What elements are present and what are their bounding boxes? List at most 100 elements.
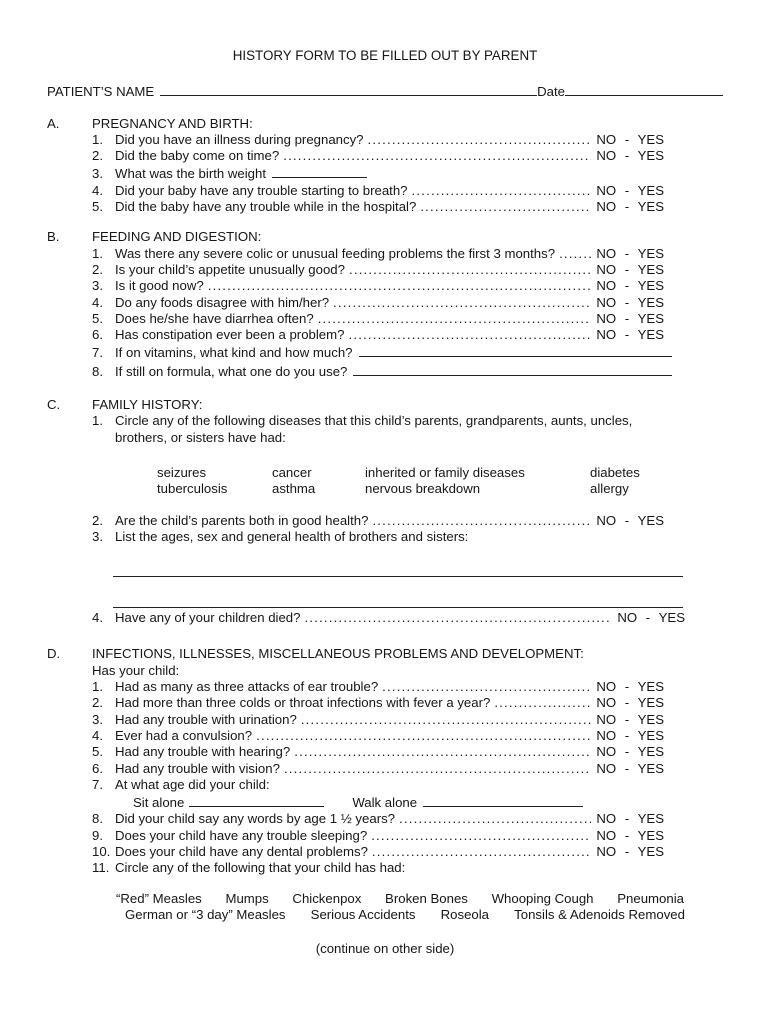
section-a-letter: A. — [47, 115, 60, 131]
no-yes-answer[interactable]: NO - YES — [596, 261, 664, 277]
disease-option[interactable]: asthma — [272, 481, 316, 497]
question-text: Circle any of the following that your ch… — [115, 860, 406, 876]
sit-alone-blank[interactable] — [189, 793, 325, 808]
no-yes-answer[interactable]: NO - YES — [596, 278, 664, 294]
section-a-items: 1. Did you have an illness during pregna… — [92, 132, 770, 215]
siblings-blank-line-1[interactable] — [113, 576, 683, 578]
disease-option[interactable]: inherited or family diseases — [365, 464, 525, 480]
illness-option[interactable]: Roseola — [440, 906, 490, 922]
dotted-leader — [412, 183, 592, 199]
question-number: 3. — [92, 711, 103, 727]
question-number: 4. — [92, 727, 103, 743]
sit-alone-label: Sit alone — [133, 795, 185, 811]
no-yes-answer[interactable]: NO - YES — [596, 131, 664, 147]
question-text: Is your child’s appetite unusually good? — [115, 261, 345, 277]
dotted-leader — [349, 262, 591, 278]
question-a5: 5. Did the baby have any trouble while i… — [92, 199, 664, 215]
no-yes-answer[interactable]: NO - YES — [596, 327, 664, 343]
illness-option[interactable]: Pneumonia — [617, 890, 684, 906]
question-number: 1. — [92, 413, 103, 429]
no-yes-answer[interactable]: NO - YES — [596, 310, 664, 326]
question-number: 5. — [92, 744, 103, 760]
continue-note: (continue on other side) — [315, 941, 455, 957]
date-blank[interactable] — [565, 82, 723, 97]
no-yes-answer[interactable]: NO - YES — [596, 811, 664, 827]
question-a1: 1. Did you have an illness during pregna… — [92, 132, 664, 148]
no-yes-answer[interactable]: NO - YES — [596, 760, 664, 776]
question-number: 6. — [92, 760, 103, 776]
dotted-leader — [372, 844, 591, 860]
question-text: At what age did your child: — [115, 776, 270, 792]
disease-option[interactable]: allergy — [590, 481, 629, 497]
birth-weight-blank[interactable] — [272, 164, 367, 179]
siblings-blank-line-2[interactable] — [113, 607, 683, 609]
question-number: 2. — [92, 512, 103, 528]
question-number: 4. — [92, 610, 103, 626]
question-b5: 5. Does he/she have diarrhea often? NO -… — [92, 311, 664, 327]
form-title: HISTORY FORM TO BE FILLED OUT BY PARENT — [232, 48, 538, 63]
illness-option[interactable]: Mumps — [225, 890, 269, 906]
question-number: 6. — [92, 327, 103, 343]
question-d11: 11. Circle any of the following that you… — [92, 860, 664, 876]
question-b2: 2. Is your child’s appetite unusually go… — [92, 262, 664, 278]
question-number: 7. — [92, 776, 103, 792]
illness-option[interactable]: Broken Bones — [385, 890, 468, 906]
dotted-leader — [318, 311, 592, 327]
disease-option[interactable]: cancer — [272, 464, 312, 480]
no-yes-answer[interactable]: NO - YES — [596, 744, 664, 760]
question-d9: 9. Does your child have any trouble slee… — [92, 828, 664, 844]
section-d-heading-row: D. INFECTIONS, ILLNESSES, MISCELLANEOUS … — [47, 646, 770, 662]
walk-alone-blank[interactable] — [423, 793, 584, 808]
disease-option[interactable]: seizures — [157, 464, 207, 480]
disease-option[interactable]: diabetes — [590, 464, 640, 480]
question-text: Have any of your children died? — [115, 610, 301, 626]
section-a-heading-row: A. PREGNANCY AND BIRTH: — [47, 116, 770, 132]
no-yes-answer[interactable]: NO - YES — [596, 695, 664, 711]
question-d6: 6. Had any trouble with vision? NO - YES — [92, 761, 664, 777]
dotted-leader — [283, 148, 591, 164]
no-yes-answer[interactable]: NO - YES — [596, 679, 664, 695]
no-yes-answer[interactable]: NO - YES — [596, 827, 664, 843]
illness-option[interactable]: Serious Accidents — [310, 906, 416, 922]
dotted-leader — [371, 828, 591, 844]
no-yes-answer[interactable]: NO - YES — [617, 610, 685, 626]
question-d10: 10. Does your child have any dental prob… — [92, 844, 664, 860]
patient-name-row: PATIENT’S NAME Date — [47, 82, 723, 100]
question-text: Had as many as three attacks of ear trou… — [115, 679, 379, 695]
no-yes-answer[interactable]: NO - YES — [596, 182, 664, 198]
dotted-leader — [348, 327, 591, 343]
question-b6: 6. Has constipation ever been a problem?… — [92, 327, 664, 343]
question-number: 11. — [92, 860, 110, 876]
question-text: Had any trouble with hearing? — [115, 744, 291, 760]
illness-option[interactable]: Chickenpox — [292, 890, 362, 906]
no-yes-answer[interactable]: NO - YES — [596, 727, 664, 743]
vitamins-blank[interactable] — [358, 343, 672, 358]
no-yes-answer[interactable]: NO - YES — [596, 294, 664, 310]
illness-option[interactable]: Whooping Cough — [491, 890, 594, 906]
patient-name-blank[interactable] — [160, 82, 538, 97]
disease-option[interactable]: tuberculosis — [157, 481, 228, 497]
dotted-leader — [256, 728, 591, 744]
question-text: Circle any of the following diseases tha… — [115, 413, 633, 429]
no-yes-answer[interactable]: NO - YES — [596, 512, 664, 528]
formula-blank[interactable] — [353, 362, 672, 376]
no-yes-answer[interactable]: NO - YES — [596, 245, 664, 261]
illness-option[interactable]: German or “3 day” Measles — [125, 906, 286, 922]
section-feeding-and-digestion: B. FEEDING AND DIGESTION: 1. Was there a… — [47, 229, 770, 380]
dotted-leader — [494, 695, 591, 711]
illness-option[interactable]: Tonsils & Adenoids Removed — [514, 906, 685, 922]
no-yes-answer[interactable]: NO - YES — [596, 843, 664, 859]
no-yes-answer[interactable]: NO - YES — [596, 148, 664, 164]
question-number: 1. — [92, 679, 103, 695]
question-a4: 4. Did your baby have any trouble starti… — [92, 183, 664, 199]
dotted-leader — [284, 761, 591, 777]
question-number: 1. — [92, 131, 103, 147]
question-text: Did the baby have any trouble while in t… — [115, 199, 417, 215]
question-number: 2. — [92, 148, 103, 164]
illness-option[interactable]: “Red” Measles — [116, 890, 202, 906]
no-yes-answer[interactable]: NO - YES — [596, 711, 664, 727]
question-text: Do any foods disagree with him/her? — [115, 294, 330, 310]
no-yes-answer[interactable]: NO - YES — [596, 199, 664, 215]
disease-option[interactable]: nervous breakdown — [365, 481, 481, 497]
